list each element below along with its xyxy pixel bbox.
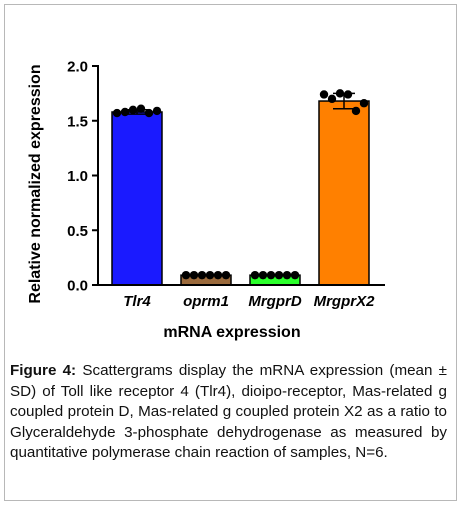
data-point-mrgprd [274, 270, 284, 280]
y-axis-label: Relative normalized expression [27, 64, 44, 303]
data-point-mrgprd [258, 270, 268, 280]
x-axis-label: mRNA expression [163, 324, 300, 341]
data-point-mrgprd [290, 270, 300, 280]
data-point-mrgprd [282, 270, 292, 280]
data-point-tlr4 [128, 105, 138, 115]
data-point-tlr4 [112, 108, 122, 118]
figure-frame [4, 4, 457, 501]
data-point-oprm1 [221, 270, 231, 280]
caption-text: Scattergrams display the mRNA expression… [10, 362, 447, 461]
data-point-tlr4 [152, 106, 162, 116]
y-tick-label: 1.0 [67, 168, 88, 185]
bar-chart: Tlr4 oprm1 MrgprD MrgprX2 0.0 0.5 1.0 1.5 2.0 Re… [27, 59, 385, 341]
data-point-oprm1 [181, 270, 191, 280]
figure-caption: Figure 4: Scattergrams display the mRNA … [10, 361, 447, 464]
bar-tlr4 [111, 111, 163, 286]
caption-label: Figure 4: [10, 362, 77, 379]
data-point-mrgprx2 [343, 90, 353, 99]
y-tick-label: 0.0 [67, 278, 88, 295]
data-point-mrgprx2 [319, 90, 329, 99]
bar-mrgprx2 [318, 100, 370, 286]
data-point-oprm1 [205, 270, 215, 280]
data-point-oprm1 [197, 270, 207, 280]
x-tick-label-oprm1: oprm1 [183, 293, 229, 310]
data-point-mrgprx2 [327, 94, 337, 104]
data-point-mrgprd [250, 270, 260, 280]
y-tick-label: 2.0 [67, 59, 88, 76]
x-tick-label-mrgprx2: MrgprX2 [314, 293, 376, 310]
x-tick-label-mrgprd: MrgprD [248, 293, 301, 310]
data-point-tlr4 [136, 104, 146, 113]
data-point-mrgprx2 [335, 89, 345, 98]
bars-layer [111, 100, 370, 286]
data-point-mrgprd [266, 270, 276, 280]
data-point-oprm1 [189, 270, 199, 280]
data-point-tlr4 [120, 107, 130, 117]
points-layer [112, 89, 369, 280]
data-point-mrgprx2 [359, 99, 369, 108]
y-tick-label: 0.5 [67, 223, 88, 240]
x-tick-label-tlr4: Tlr4 [123, 293, 151, 310]
data-point-oprm1 [213, 270, 223, 280]
axes-layer: Tlr4 oprm1 MrgprD MrgprX2 0.0 0.5 1.0 1.5 2.0 [67, 59, 385, 310]
data-point-tlr4 [144, 108, 154, 118]
data-point-mrgprx2 [351, 106, 361, 116]
y-tick-label: 1.5 [67, 113, 88, 130]
